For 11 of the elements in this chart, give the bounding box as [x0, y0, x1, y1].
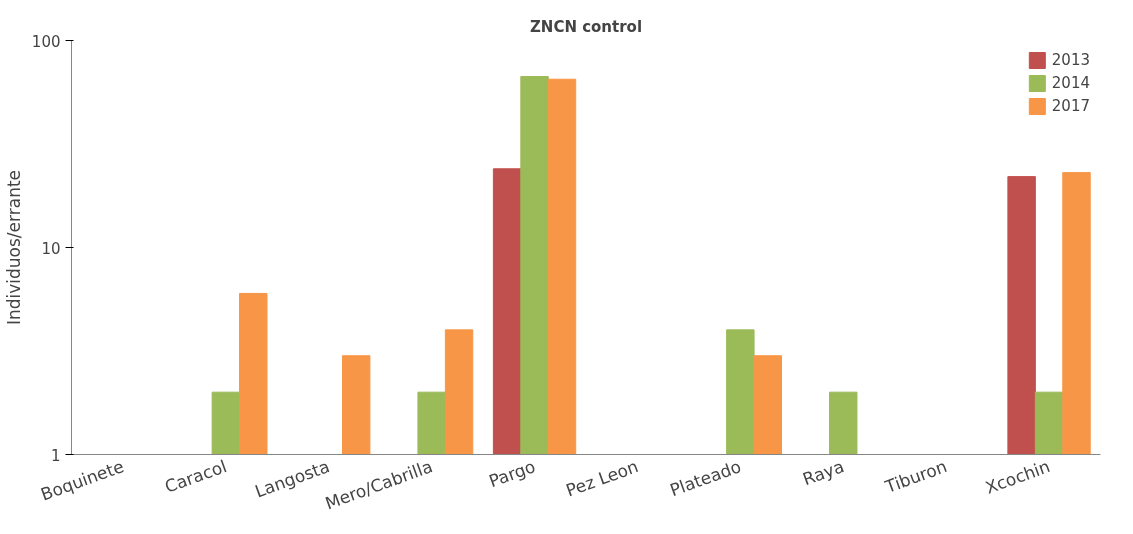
legend-label: 2014 — [1051, 74, 1090, 92]
x-tick-label: Raya — [800, 456, 847, 490]
x-tick-label: Pez Leon — [563, 456, 641, 501]
legend-label: 2013 — [1051, 51, 1090, 69]
legend-label: 2017 — [1051, 97, 1090, 115]
y-tick-label: 100 — [31, 32, 61, 51]
y-tick-label: 10 — [41, 239, 61, 258]
chart-title: ZNCN control — [529, 17, 643, 36]
x-tick-label: Pargo — [486, 456, 538, 492]
y-axis-title: Individuos/errante — [3, 169, 24, 326]
y-tick-label: 1 — [50, 446, 61, 465]
